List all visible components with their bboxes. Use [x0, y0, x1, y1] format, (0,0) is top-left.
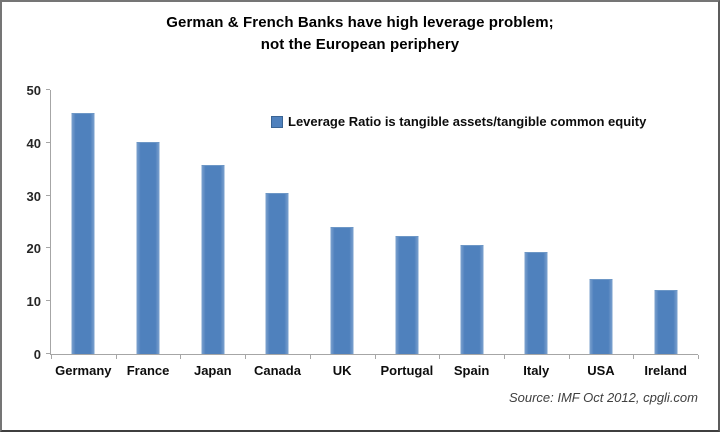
y-axis-tick-mark: [46, 194, 50, 196]
x-axis-tick-mark: [568, 355, 570, 359]
category-slot: Canada: [245, 90, 310, 378]
y-axis-tick-mark: [46, 141, 50, 143]
bar-italy: [524, 251, 548, 354]
bar-japan: [201, 164, 225, 354]
bar-uk: [330, 227, 354, 354]
x-axis-tick-mark: [115, 355, 117, 359]
bar-germany: [71, 112, 95, 354]
chart-title-line-1: German & French Banks have high leverage…: [166, 14, 554, 31]
y-axis-tick-mark: [46, 353, 50, 354]
category-slot: France: [116, 90, 181, 378]
bar-france: [136, 141, 160, 354]
category-slot: Italy: [504, 90, 569, 378]
x-axis-category-label: UK: [332, 363, 352, 378]
x-axis-category-label: France: [126, 363, 170, 378]
category-slot: Ireland: [633, 90, 698, 378]
bar-usa: [589, 278, 613, 354]
chart-title: German & French Banks have high leverage…: [0, 12, 720, 56]
y-axis-tick-label: 20: [26, 241, 41, 257]
x-axis-category-label: Germany: [55, 363, 112, 378]
x-axis-tick-mark: [245, 355, 247, 359]
x-axis-tick-mark: [51, 355, 52, 359]
legend-swatch-icon: [271, 115, 283, 128]
x-axis-category-label: Spain: [453, 363, 490, 378]
x-axis-tick-mark: [503, 355, 505, 359]
legend-label: Leverage Ratio is tangible assets/tangib…: [288, 114, 647, 129]
x-axis-tick-mark: [439, 355, 441, 359]
y-axis-tick-label: 50: [26, 83, 41, 98]
x-axis-category-label: Italy: [523, 363, 550, 378]
y-axis-tick-label: 10: [26, 294, 41, 310]
x-axis-tick-mark: [633, 355, 635, 359]
category-slot: Japan: [180, 90, 245, 378]
x-axis-category-label: Portugal: [380, 363, 434, 378]
category-slot: Spain: [439, 90, 504, 378]
source-note: Source: IMF Oct 2012, cpgli.com: [508, 390, 698, 405]
category-slot: Germany: [51, 90, 116, 378]
x-axis-tick-mark: [374, 355, 376, 359]
chart-title-line-2: not the European periphery: [260, 36, 460, 53]
x-axis-tick-mark: [309, 355, 311, 359]
y-axis-tick-label: 30: [26, 188, 41, 204]
category-slot: UK: [310, 90, 375, 378]
y-axis-tick-mark: [46, 300, 50, 302]
legend: Leverage Ratio is tangible assets/tangib…: [271, 114, 646, 129]
plot-area: 0 10 20 30 40 50 Germany France Japan Canada UK Por…: [27, 83, 699, 378]
category-slot: Portugal: [375, 90, 440, 378]
y-axis-tick-label: 40: [26, 135, 41, 151]
y-axis-tick-label: 0: [33, 347, 41, 362]
y-axis-tick-mark: [46, 247, 50, 249]
x-axis-tick-mark: [180, 355, 182, 359]
bar-spain: [460, 245, 484, 354]
y-axis-tick-mark: [46, 89, 50, 90]
x-axis-category-label: Ireland: [644, 363, 687, 378]
bar-ireland: [654, 289, 678, 354]
x-axis-category-label: USA: [587, 363, 615, 378]
x-axis-category-label: Japan: [193, 363, 232, 378]
x-axis-tick-mark: [698, 355, 699, 359]
x-axis-category-label: Canada: [253, 363, 301, 378]
bar-canada: [265, 193, 289, 354]
category-slot: USA: [569, 90, 634, 378]
bar-portugal: [395, 235, 419, 354]
